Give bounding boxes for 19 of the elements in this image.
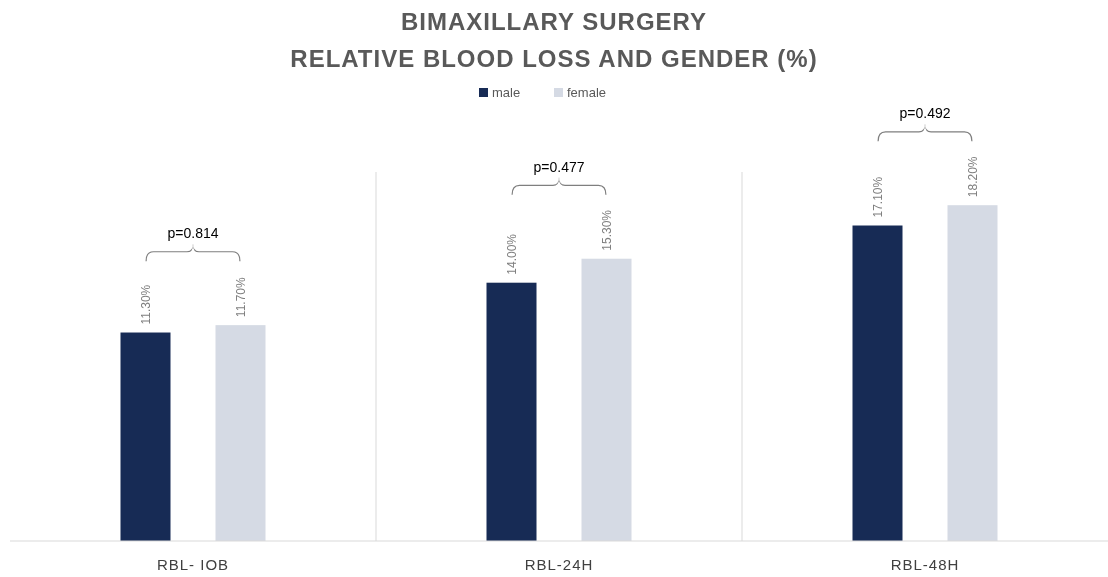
data-label: 15.30% [599, 209, 614, 251]
chart-title: BIMAXILLARY SURGERY [400, 8, 708, 35]
chart-subtitle: RELATIVE BLOOD LOSS AND GENDER (%) [290, 45, 818, 72]
data-label: 18.20% [965, 156, 980, 198]
legend-label: male [492, 85, 521, 100]
bar [120, 332, 171, 541]
bar [852, 225, 903, 541]
legend-label: female [567, 85, 607, 100]
data-label: 14.00% [504, 233, 519, 275]
bar [486, 282, 537, 541]
data-label: 11.70% [233, 277, 248, 318]
x-tick-label: RBL-48H [890, 556, 960, 573]
data-label: 11.30% [138, 284, 153, 325]
x-tick-label: RBL- IOB [156, 556, 230, 573]
annotation: p=0.814 [167, 225, 219, 242]
text: p=0.492 [899, 105, 951, 122]
data-label: 17.10% [870, 176, 885, 218]
x-tick-label: RBL-24H [524, 556, 594, 573]
annotation: p=0.477 [533, 158, 585, 175]
